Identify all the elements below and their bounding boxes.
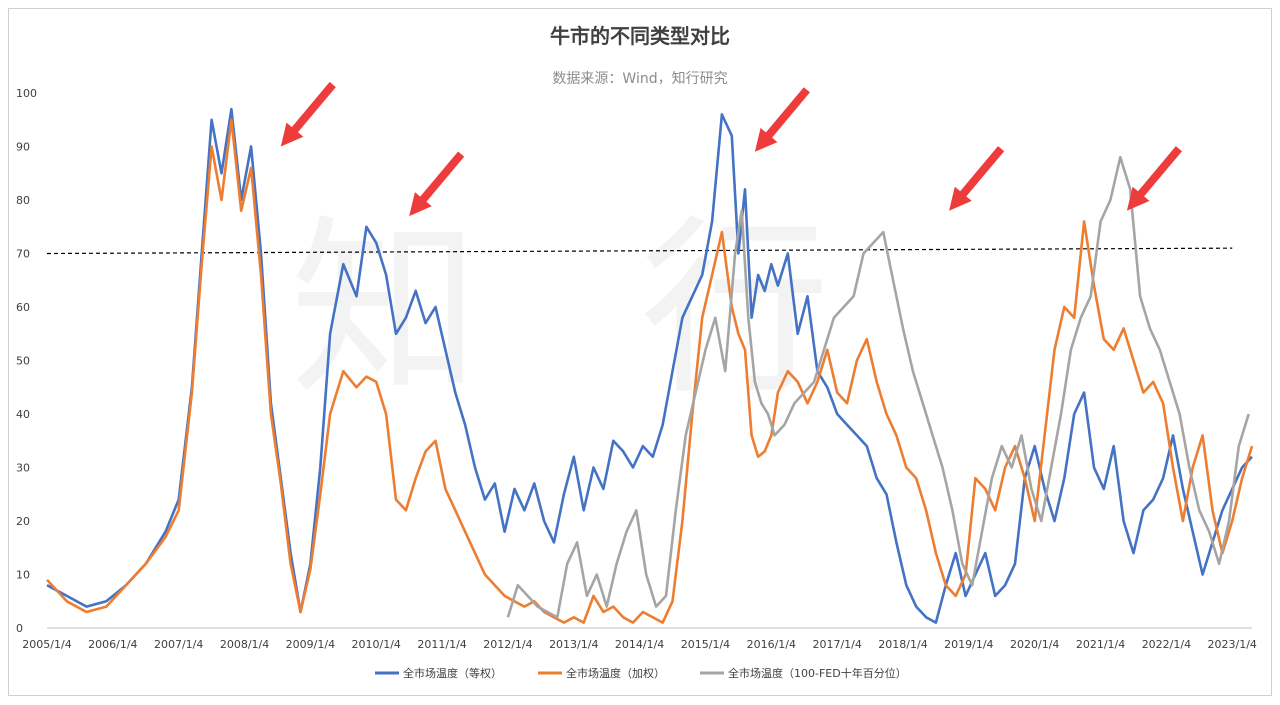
watermark-text: 知行 — [290, 199, 990, 420]
annotation-arrow-1 — [280, 81, 336, 147]
y-tick-label: 60 — [16, 301, 30, 314]
x-tick-label: 2018/1/4 — [878, 638, 927, 651]
x-tick-label: 2015/1/4 — [681, 638, 730, 651]
watermark: 知行 — [290, 199, 990, 420]
y-tick-label: 80 — [16, 194, 30, 207]
x-tick-label: 2010/1/4 — [352, 638, 401, 651]
x-tick-label: 2023/1/4 — [1208, 638, 1257, 651]
x-tick-label: 2016/1/4 — [747, 638, 796, 651]
x-tick-label: 2021/1/4 — [1076, 638, 1125, 651]
x-tick-label: 2013/1/4 — [549, 638, 598, 651]
x-tick-label: 2019/1/4 — [944, 638, 993, 651]
x-tick-label: 2011/1/4 — [417, 638, 466, 651]
legend-label-2: 全市场温度（加权） — [566, 666, 665, 680]
chart-frame — [8, 8, 1272, 696]
y-tick-label: 50 — [16, 355, 30, 368]
legend: 全市场温度（等权） 全市场温度（加权） 全市场温度（100-FED十年百分位） — [375, 666, 907, 680]
annotation-arrow-3 — [754, 87, 810, 152]
x-tick-label: 2005/1/4 — [22, 638, 71, 651]
x-tick-label: 2022/1/4 — [1142, 638, 1191, 651]
y-tick-label: 30 — [16, 462, 30, 475]
y-tick-label: 0 — [16, 622, 23, 635]
x-tick-label: 2017/1/4 — [812, 638, 861, 651]
arrow-layer — [280, 81, 1182, 217]
series-line-3 — [506, 155, 1250, 619]
x-tick-label: 2014/1/4 — [615, 638, 664, 651]
axis-layer: 0 10 20 30 40 50 60 70 80 90 100 2005/1/4 2006/1/4 20… — [16, 87, 1257, 651]
y-tick-label: 100 — [16, 87, 37, 100]
series-layer — [46, 107, 1254, 624]
series-line-2 — [46, 118, 1254, 624]
reference-line — [46, 247, 1233, 255]
y-tick-label: 20 — [16, 515, 30, 528]
y-tick-label: 70 — [16, 248, 30, 261]
x-tick-label: 2020/1/4 — [1010, 638, 1059, 651]
chart-title: 牛市的不同类型对比 — [550, 24, 730, 48]
x-tick-label: 2006/1/4 — [88, 638, 137, 651]
x-tick-label: 2008/1/4 — [220, 638, 269, 651]
annotation-arrow-4 — [949, 146, 1005, 211]
legend-label-1: 全市场温度（等权） — [403, 666, 502, 680]
y-tick-label: 90 — [16, 141, 30, 154]
annotation-arrow-2 — [409, 151, 465, 217]
y-tick-label: 40 — [16, 408, 30, 421]
chart-subtitle: 数据来源：Wind，知行研究 — [552, 71, 728, 87]
legend-label-3: 全市场温度（100-FED十年百分位） — [728, 666, 907, 680]
y-tick-label: 10 — [16, 569, 30, 582]
annotation-arrow-5 — [1126, 146, 1182, 211]
x-tick-label: 2007/1/4 — [154, 638, 203, 651]
reference-line-layer — [46, 247, 1233, 255]
x-tick-label: 2012/1/4 — [483, 638, 532, 651]
x-tick-label: 2009/1/4 — [286, 638, 335, 651]
